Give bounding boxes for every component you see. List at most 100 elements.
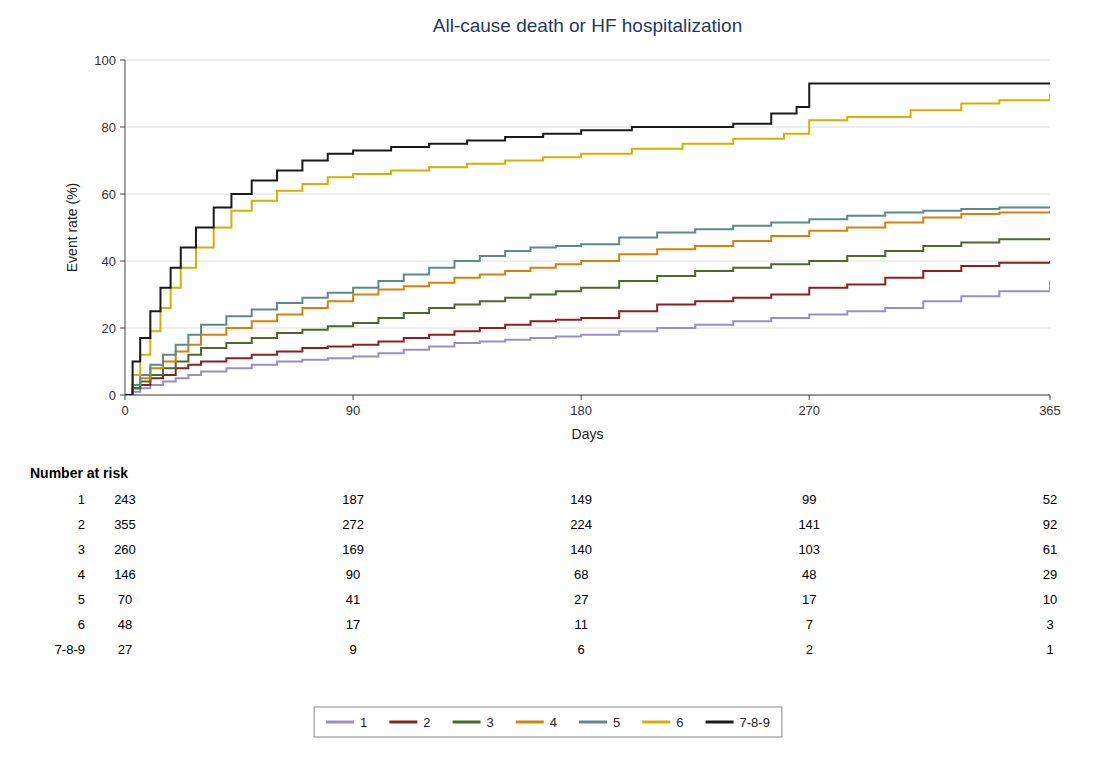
risk-table-value: 90 [346, 567, 360, 582]
grid-line [125, 328, 1050, 329]
grid-line [125, 194, 1050, 195]
x-axis-label: Days [572, 426, 604, 442]
y-tick [120, 194, 125, 195]
risk-table-value: 141 [798, 517, 820, 532]
risk-table-value: 146 [114, 567, 136, 582]
background [0, 0, 1096, 765]
legend-item: 4 [516, 715, 557, 730]
x-tick [353, 395, 354, 400]
risk-table-value: 11 [574, 617, 588, 632]
y-axis-label: Event rate (%) [64, 183, 80, 272]
legend-swatch [453, 721, 481, 724]
y-tick-label: 0 [109, 388, 116, 403]
risk-table-value: 355 [114, 517, 136, 532]
legend-box [314, 707, 782, 737]
risk-table-value: 9 [349, 642, 356, 657]
x-tick-label: 365 [1039, 403, 1061, 418]
y-axis-line [125, 60, 126, 395]
risk-table-value: 149 [570, 492, 592, 507]
legend-label: 4 [550, 715, 557, 730]
x-tick-label: 0 [121, 403, 128, 418]
legend-label: 3 [487, 715, 494, 730]
risk-table-value: 52 [1043, 492, 1057, 507]
risk-table-value: 27 [118, 642, 132, 657]
legend-item: 7-8-9 [706, 715, 770, 730]
risk-table-value: 17 [346, 617, 360, 632]
series-line [125, 207, 1050, 395]
y-tick [120, 328, 125, 329]
risk-table-value: 27 [574, 592, 588, 607]
legend-label: 2 [423, 715, 430, 730]
risk-table-value: 17 [802, 592, 816, 607]
y-tick-label: 20 [102, 321, 116, 336]
y-tick-label: 40 [102, 254, 116, 269]
series-line [125, 261, 1050, 395]
plot-lines [125, 83, 1050, 395]
risk-table-label: 2 [78, 517, 85, 532]
legend-item: 3 [453, 715, 494, 730]
risk-table-value: 48 [802, 567, 816, 582]
legend-swatch [579, 721, 607, 724]
x-tick-label: 90 [346, 403, 360, 418]
axes: 0 20 40 60 80 100 0 90 180 270 365 [94, 53, 1061, 419]
risk-table-value: 68 [574, 567, 588, 582]
title: All-cause death or HF hospitalization [433, 15, 742, 36]
legend-item: 2 [389, 715, 430, 730]
grid-line [125, 127, 1050, 128]
series-line [125, 211, 1050, 395]
risk-table-value: 6 [578, 642, 585, 657]
risk-table: Number at risk12431871499952235527222414… [30, 465, 1057, 657]
risk-table-value: 3 [1046, 617, 1053, 632]
x-tick [1050, 395, 1051, 400]
x-tick [125, 395, 126, 400]
legend-label: 7-8-9 [740, 715, 770, 730]
y-tick [120, 127, 125, 128]
y-tick-label: 100 [94, 53, 116, 68]
legend-label: 5 [613, 715, 620, 730]
series-line [125, 83, 1050, 395]
grid-line [125, 60, 1050, 61]
legend-swatch [516, 721, 544, 724]
risk-table-value: 243 [114, 492, 136, 507]
legend: 1 2 3 4 5 6 7-8-9 [314, 707, 782, 737]
risk-table-label: 5 [78, 592, 85, 607]
legend-item: 1 [326, 715, 367, 730]
grid-line [125, 395, 1050, 396]
risk-table-value: 260 [114, 542, 136, 557]
series-line [125, 94, 1050, 396]
risk-table-value: 140 [570, 542, 592, 557]
legend-item: 5 [579, 715, 620, 730]
risk-table-value: 2 [806, 642, 813, 657]
x-tick-label: 270 [798, 403, 820, 418]
legend-swatch [389, 721, 417, 724]
risk-table-value: 169 [342, 542, 364, 557]
y-tick [120, 261, 125, 262]
risk-table-value: 99 [802, 492, 816, 507]
y-tick-label: 80 [102, 120, 116, 135]
chart: All-cause death or HF hospitalization020… [0, 0, 1096, 765]
risk-table-label: 3 [78, 542, 85, 557]
risk-table-value: 92 [1043, 517, 1057, 532]
risk-table-label: 7-8-9 [55, 642, 85, 657]
risk-table-value: 10 [1043, 592, 1057, 607]
risk-table-value: 103 [798, 542, 820, 557]
risk-table-value: 70 [118, 592, 132, 607]
risk-table-label: 6 [78, 617, 85, 632]
risk-table-value: 1 [1046, 642, 1053, 657]
y-tick [120, 60, 125, 61]
legend-label: 1 [360, 715, 367, 730]
x-axis-line [125, 395, 1050, 396]
legend-swatch [706, 721, 734, 724]
y-tick [120, 395, 125, 396]
risk-table-label: 4 [78, 567, 85, 582]
risk-table-title: Number at risk [30, 465, 128, 481]
risk-table-label: 1 [78, 492, 85, 507]
x-tick-label: 180 [570, 403, 592, 418]
y-tick-label: 60 [102, 187, 116, 202]
legend-label: 6 [676, 715, 683, 730]
legend-swatch [326, 721, 354, 724]
risk-table-value: 48 [118, 617, 132, 632]
risk-table-value: 272 [342, 517, 364, 532]
risk-table-value: 29 [1043, 567, 1057, 582]
risk-table-value: 187 [342, 492, 364, 507]
